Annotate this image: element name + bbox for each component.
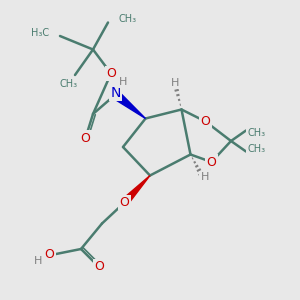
Text: O: O — [207, 155, 216, 169]
Text: O: O — [120, 196, 129, 209]
Text: O: O — [81, 131, 90, 145]
Text: H: H — [119, 77, 127, 87]
Text: CH₃: CH₃ — [60, 79, 78, 89]
Text: CH₃: CH₃ — [248, 143, 266, 154]
Text: N: N — [110, 86, 121, 100]
Text: H: H — [200, 172, 209, 182]
Text: CH₃: CH₃ — [118, 14, 136, 25]
Text: H₃C: H₃C — [32, 28, 50, 38]
Polygon shape — [113, 91, 146, 118]
Text: O: O — [106, 67, 116, 80]
Text: O: O — [94, 260, 104, 274]
Text: H: H — [34, 256, 43, 266]
Polygon shape — [122, 176, 150, 205]
Text: O: O — [201, 115, 210, 128]
Text: CH₃: CH₃ — [248, 128, 266, 139]
Text: O: O — [45, 248, 54, 262]
Text: H: H — [171, 77, 180, 88]
